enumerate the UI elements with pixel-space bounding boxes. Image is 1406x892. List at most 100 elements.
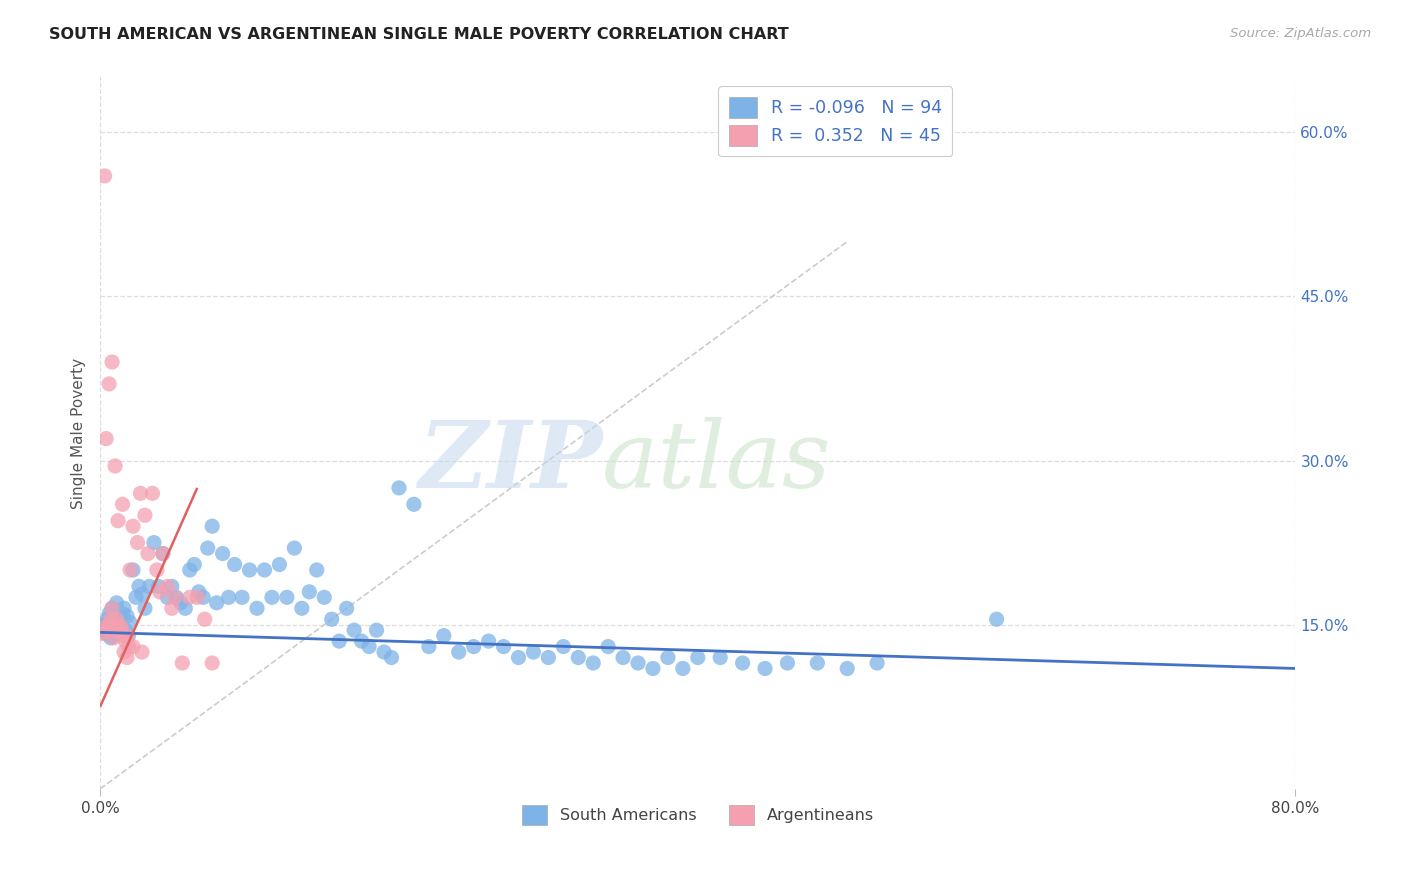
Point (260, 591, 283, 605)
Point (105, 596, 128, 610)
Point (93, 620, 115, 634)
Point (146, 563, 169, 577)
Point (122, 563, 145, 577)
Point (205, 596, 228, 610)
Point (90, 623, 112, 637)
Point (246, 601, 269, 615)
Point (152, 547, 174, 561)
Point (141, 486, 163, 500)
Point (129, 486, 152, 500)
Point (94, 432, 117, 446)
Point (122, 519, 145, 533)
Point (183, 558, 205, 572)
Point (388, 481, 411, 495)
Point (321, 612, 343, 626)
Point (134, 508, 156, 523)
Point (118, 615, 141, 630)
Point (305, 563, 328, 577)
Point (211, 547, 233, 561)
Point (986, 612, 1008, 626)
Point (366, 623, 388, 637)
Point (731, 656, 754, 670)
Point (253, 563, 276, 577)
Point (104, 615, 127, 630)
Point (127, 535, 149, 549)
Point (100, 612, 122, 626)
Point (149, 585, 172, 599)
Point (104, 458, 127, 473)
Point (492, 640, 515, 654)
Point (114, 634, 136, 648)
Point (402, 497, 425, 511)
Point (612, 650, 634, 665)
Point (218, 591, 240, 605)
Point (537, 650, 560, 665)
Point (754, 661, 776, 675)
Point (187, 585, 209, 599)
Point (837, 661, 859, 675)
Point (170, 596, 193, 610)
Point (163, 591, 186, 605)
Point (152, 547, 174, 561)
Point (160, 601, 183, 615)
Point (103, 631, 125, 645)
Point (291, 601, 314, 615)
Point (107, 612, 129, 626)
Point (553, 640, 575, 654)
Point (118, 563, 141, 577)
Y-axis label: Single Male Poverty: Single Male Poverty (72, 358, 86, 508)
Point (107, 514, 129, 528)
Point (97, 612, 120, 626)
Point (91, 626, 114, 640)
Point (111, 607, 134, 621)
Point (776, 656, 799, 670)
Point (197, 541, 219, 555)
Point (136, 547, 159, 561)
Point (115, 629, 138, 643)
Legend: South Americans, Argentineans: South Americans, Argentineans (512, 796, 883, 834)
Point (125, 591, 148, 605)
Point (101, 601, 124, 615)
Point (709, 650, 731, 665)
Point (269, 558, 291, 572)
Point (101, 355, 124, 369)
Point (522, 645, 544, 659)
Point (350, 634, 373, 648)
Point (224, 558, 246, 572)
Text: Source: ZipAtlas.com: Source: ZipAtlas.com (1230, 27, 1371, 40)
Point (97, 623, 120, 637)
Point (111, 629, 134, 643)
Point (134, 601, 156, 615)
Point (478, 634, 501, 648)
Point (98, 617, 121, 632)
Point (201, 656, 224, 670)
Point (160, 579, 183, 593)
Point (98, 376, 121, 391)
Point (110, 620, 132, 634)
Point (100, 631, 122, 645)
Point (142, 535, 165, 549)
Point (179, 591, 201, 605)
Point (283, 541, 305, 555)
Point (112, 601, 135, 615)
Point (101, 601, 124, 615)
Point (201, 519, 224, 533)
Point (186, 591, 208, 605)
Point (194, 612, 217, 626)
Point (276, 591, 298, 605)
Point (328, 634, 350, 648)
Point (806, 656, 828, 670)
Point (138, 579, 160, 593)
Point (105, 612, 128, 626)
Point (108, 623, 131, 637)
Point (359, 640, 381, 654)
Point (508, 650, 530, 665)
Point (108, 623, 131, 637)
Point (103, 629, 125, 643)
Point (117, 640, 139, 654)
Point (447, 645, 470, 659)
Point (866, 656, 889, 670)
Point (582, 656, 605, 670)
Point (111, 497, 134, 511)
Point (373, 645, 395, 659)
